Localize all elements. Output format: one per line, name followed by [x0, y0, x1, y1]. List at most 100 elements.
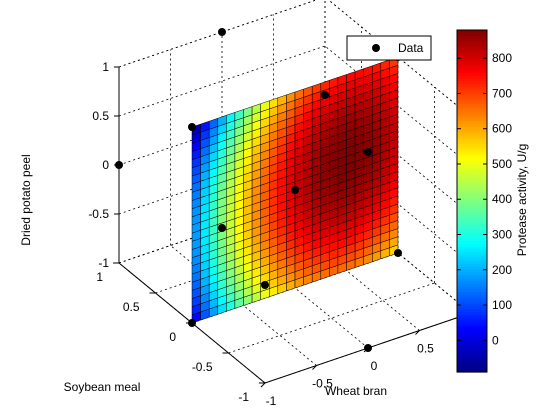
colorbar-strip	[457, 295, 487, 299]
data-point	[188, 123, 196, 131]
colorbar-strip	[457, 232, 487, 236]
colorbar-strip	[457, 64, 487, 68]
colorbar-strip	[457, 47, 487, 51]
colorbar-strip	[457, 146, 487, 151]
colorbar-strip	[457, 95, 487, 99]
data-point	[261, 281, 269, 289]
grid-line	[324, 143, 472, 265]
colorbar-strip	[457, 280, 487, 285]
colorbar-strip	[457, 149, 487, 154]
colorbar-strip	[457, 258, 487, 262]
colorbar-strip	[457, 32, 487, 37]
colorbar-strip	[457, 106, 487, 111]
colorbar-strip	[457, 163, 487, 168]
colorbar-strip	[457, 115, 487, 119]
colorbar-strip	[457, 323, 487, 327]
colorbar-strip	[457, 226, 487, 231]
colorbar-strip	[457, 326, 487, 330]
colorbar-strip	[457, 260, 487, 265]
grid-line	[273, 210, 420, 331]
colorbar-tick-label: 800	[492, 51, 512, 65]
grid-line	[221, 227, 369, 349]
colorbar-gradient	[457, 30, 487, 373]
colorbar-strip	[457, 349, 487, 353]
colorbar-strip	[457, 186, 487, 191]
colorbar-strip	[457, 317, 487, 322]
grid-line	[118, 45, 326, 117]
colorbar-strip	[457, 286, 487, 290]
z-tick-label: 1	[102, 60, 109, 74]
y-tick-label: -0.5	[192, 360, 213, 374]
colorbar-strip	[457, 152, 487, 156]
colorbar-tick-label: 700	[492, 87, 512, 101]
colorbar-strip	[457, 135, 487, 139]
legend: Data	[346, 35, 432, 61]
x-tick-label: 0.5	[417, 342, 434, 356]
colorbar-strip	[457, 175, 487, 179]
colorbar-strip	[457, 89, 487, 94]
data-points	[115, 28, 475, 352]
colorbar-strip	[457, 303, 487, 308]
colorbar-strip	[457, 289, 487, 293]
grid-line	[170, 245, 317, 366]
colorbar-strip	[457, 49, 487, 54]
colorbar-strip	[457, 198, 487, 202]
colorbar-strip	[457, 340, 487, 345]
colorbar-strip	[457, 161, 487, 165]
x-axis-label: Wheat bran	[325, 384, 387, 398]
colorbar-strip	[457, 52, 487, 57]
colorbar-strip	[457, 354, 487, 359]
colorbar-strip	[457, 155, 487, 159]
colorbar-strip	[457, 346, 487, 350]
colorbar-strip	[457, 126, 487, 131]
colorbar-strip	[457, 220, 487, 225]
colorbar-strip	[457, 195, 487, 199]
y-tick-label: -1	[238, 390, 249, 404]
colorbar-strip	[457, 109, 487, 114]
colorbar-strip	[457, 124, 487, 128]
colorbar-strip	[457, 112, 487, 117]
data-point	[394, 249, 402, 257]
colorbar-strip	[457, 129, 487, 134]
colorbar-strip	[457, 238, 487, 242]
colorbar-strip	[457, 132, 487, 137]
y-axis-label: Soybean meal	[64, 380, 141, 394]
y-tick-label: 0	[169, 330, 176, 344]
colorbar: 0 100 200 300 400 500 600 700 800 Protease activ…	[456, 29, 529, 373]
data-point	[321, 91, 329, 99]
colorbar-strip	[457, 166, 487, 171]
colorbar-strip	[457, 101, 487, 105]
colorbar-strip	[457, 272, 487, 276]
z-tick-label: 0	[102, 158, 109, 172]
colorbar-strip	[457, 69, 487, 74]
colorbar-strip	[457, 67, 487, 71]
colorbar-strip	[457, 30, 487, 34]
legend-label: Data	[398, 41, 424, 55]
colorbar-strip	[457, 78, 487, 82]
grid-line	[324, 192, 472, 314]
colorbar-strip	[457, 35, 487, 40]
colorbar-tick-label: 400	[492, 192, 512, 206]
colorbar-tick-label: 0	[492, 333, 499, 347]
colorbar-strip	[457, 229, 487, 233]
colorbar-strip	[457, 312, 487, 316]
z-tick-label: 0.5	[92, 109, 109, 123]
colorbar-strip	[457, 41, 487, 45]
x-tick-label: -0.5	[312, 377, 333, 391]
colorbar-strip	[457, 263, 487, 268]
colorbar-strip	[457, 266, 487, 270]
colorbar-strip	[457, 87, 487, 91]
grid-line	[228, 282, 435, 354]
colorbar-strip	[457, 201, 487, 205]
colorbar-strip	[457, 181, 487, 185]
colorbar-strip	[457, 309, 487, 313]
data-point	[364, 148, 372, 156]
grid-line	[324, 45, 472, 167]
colorbar-tick-label: 100	[492, 298, 512, 312]
colorbar-strip	[457, 292, 487, 296]
colorbar-strip	[457, 363, 487, 367]
colorbar-strip	[457, 81, 487, 85]
colorbar-strip	[457, 172, 487, 176]
